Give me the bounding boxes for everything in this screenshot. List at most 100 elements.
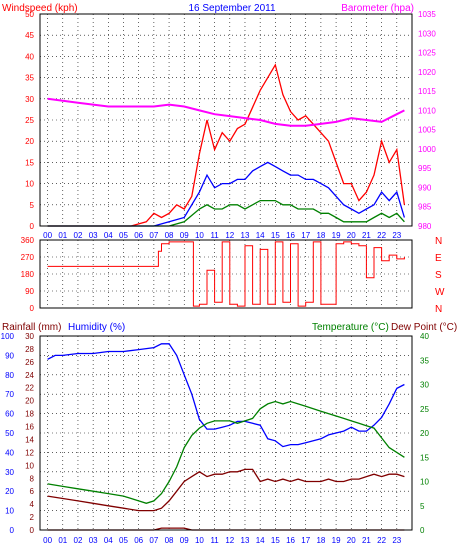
compass-label: S (435, 270, 442, 281)
humidity-tick-label: 70 (5, 390, 14, 399)
temperature-tick-label: 40 (420, 332, 429, 341)
rainfall-tick-label: 14 (25, 435, 34, 444)
climate-hour-tick-label: 23 (392, 536, 401, 545)
humidity-tick-label: 10 (5, 507, 14, 516)
wind-hour-tick-label: 23 (392, 231, 401, 240)
gust-line (47, 63, 406, 227)
wind-hour-tick-label: 00 (43, 231, 52, 240)
wind-hour-tick-label: 17 (301, 231, 310, 240)
humidity-tick-label: 0 (10, 526, 15, 535)
climate-hour-tick-label: 15 (271, 536, 280, 545)
barometer-tick-label: 995 (418, 164, 432, 173)
wind-hour-tick-label: 19 (332, 231, 341, 240)
climate-hour-tick-label: 12 (225, 536, 234, 545)
humidity-line (47, 343, 405, 448)
wind-hour-tick-label: 20 (347, 231, 356, 240)
windspeed-tick-label: 50 (25, 10, 34, 19)
rainfall-tick-label: 16 (25, 423, 34, 432)
climate-hour-tick-label: 01 (58, 536, 67, 545)
wind-hour-tick-label: 22 (377, 231, 386, 240)
rainfall-tick-label: 10 (25, 461, 34, 470)
windspeed-ticks: 0 5 10 15 20 25 30 35 40 45 50 (25, 10, 34, 231)
rainfall-tick-label: 22 (25, 384, 34, 393)
windspeed-axis-label: Windspeed (kph) (2, 3, 78, 14)
wind-panel-frame (39, 13, 413, 227)
barometer-tick-label: 1020 (418, 68, 436, 77)
climate-hour-tick-label: 04 (104, 536, 113, 545)
humidity-tick-label: 30 (5, 468, 14, 477)
barometer-tick-label: 1035 (418, 10, 436, 19)
dewpoint-line (47, 468, 405, 512)
compass-label: N (435, 236, 442, 247)
direction-tick-label: 180 (21, 270, 35, 279)
climate-hour-ticks: 00 01 02 03 04 05 06 07 08 09 10 11 12 13 14 15 16 17 18 19… (43, 536, 402, 545)
barometer-axis-label: Barometer (hpa) (341, 3, 414, 14)
direction-tick-label: 90 (25, 287, 34, 296)
temperature-tick-label: 20 (420, 429, 429, 438)
humidity-axis-label: Humidity (%) (68, 322, 125, 333)
direction-tick-label: 360 (21, 236, 35, 245)
temperature-tick-label: 0 (420, 526, 425, 535)
windspeed-tick-label: 10 (25, 180, 34, 189)
windspeed-tick-label: 35 (25, 74, 34, 83)
rainfall-tick-label: 24 (25, 371, 34, 380)
rainfall-tick-label: 28 (25, 345, 34, 354)
barometer-tick-label: 985 (418, 203, 432, 212)
climate-panel-series (47, 343, 405, 531)
humidity-tick-label: 90 (5, 351, 14, 360)
barometer-ticks: 980 985 990 995 1000 1005 1010 1015 1020 1025 1030… (418, 10, 436, 231)
wind-hour-tick-label: 10 (195, 231, 204, 240)
barometer-tick-label: 990 (418, 183, 432, 192)
wind-hour-tick-label: 05 (119, 231, 128, 240)
temperature-tick-label: 30 (420, 381, 429, 390)
climate-hour-tick-label: 16 (286, 536, 295, 545)
climate-hour-tick-label: 22 (377, 536, 386, 545)
temperature-tick-label: 15 (420, 453, 429, 462)
temperature-tick-label: 5 (420, 502, 425, 511)
windspeed-tick-label: 5 (30, 201, 35, 210)
barometer-tick-label: 1015 (418, 87, 436, 96)
wind-hour-tick-label: 21 (362, 231, 371, 240)
wind-hour-ticks: 00 01 02 03 04 05 06 07 08 09 10 11 12 13 14 15 16 17 18 19… (43, 231, 402, 240)
dewpoint-axis-label: Dew Point (°C) (391, 322, 457, 333)
pressure-line (47, 97, 405, 127)
climate-hour-tick-label: 05 (119, 536, 128, 545)
barometer-tick-label: 1000 (418, 145, 436, 154)
compass-label: E (435, 253, 442, 264)
wind-hour-tick-label: 03 (89, 231, 98, 240)
wind-hour-tick-label: 16 (286, 231, 295, 240)
climate-hour-tick-label: 19 (332, 536, 341, 545)
climate-hour-tick-label: 03 (89, 536, 98, 545)
compass-label: W (435, 287, 445, 298)
rainfall-tick-label: 6 (30, 487, 35, 496)
barometer-tick-label: 1030 (418, 29, 436, 38)
humidity-tick-label: 100 (1, 332, 15, 341)
windspeed-tick-label: 40 (25, 52, 34, 61)
rainfall-tick-label: 12 (25, 448, 34, 457)
wind-hour-tick-label: 13 (241, 231, 250, 240)
wind-hour-tick-label: 04 (104, 231, 113, 240)
temperature-axis-label: Temperature (°C) (312, 322, 389, 333)
rainfall-axis-label: Rainfall (mm) (2, 322, 61, 333)
humidity-tick-label: 80 (5, 371, 14, 380)
windspeed-tick-label: 45 (25, 31, 34, 40)
climate-hour-tick-label: 00 (43, 536, 52, 545)
climate-hour-tick-label: 13 (241, 536, 250, 545)
climate-hour-tick-label: 18 (316, 536, 325, 545)
humidity-tick-label: 60 (5, 410, 14, 419)
climate-hour-tick-label: 07 (149, 536, 158, 545)
windspeed-tick-label: 30 (25, 95, 34, 104)
wind-hour-tick-label: 11 (210, 231, 219, 240)
wind-hour-tick-label: 08 (165, 231, 174, 240)
rainfall-tick-label: 20 (25, 397, 34, 406)
windspeed-tick-label: 20 (25, 137, 34, 146)
climate-hour-tick-label: 02 (74, 536, 83, 545)
windspeed-tick-label: 0 (30, 222, 35, 231)
wind-hour-tick-label: 01 (58, 231, 67, 240)
temperature-tick-label: 35 (420, 356, 429, 365)
humidity-tick-label: 20 (5, 487, 14, 496)
direction-panel-series (47, 241, 405, 307)
